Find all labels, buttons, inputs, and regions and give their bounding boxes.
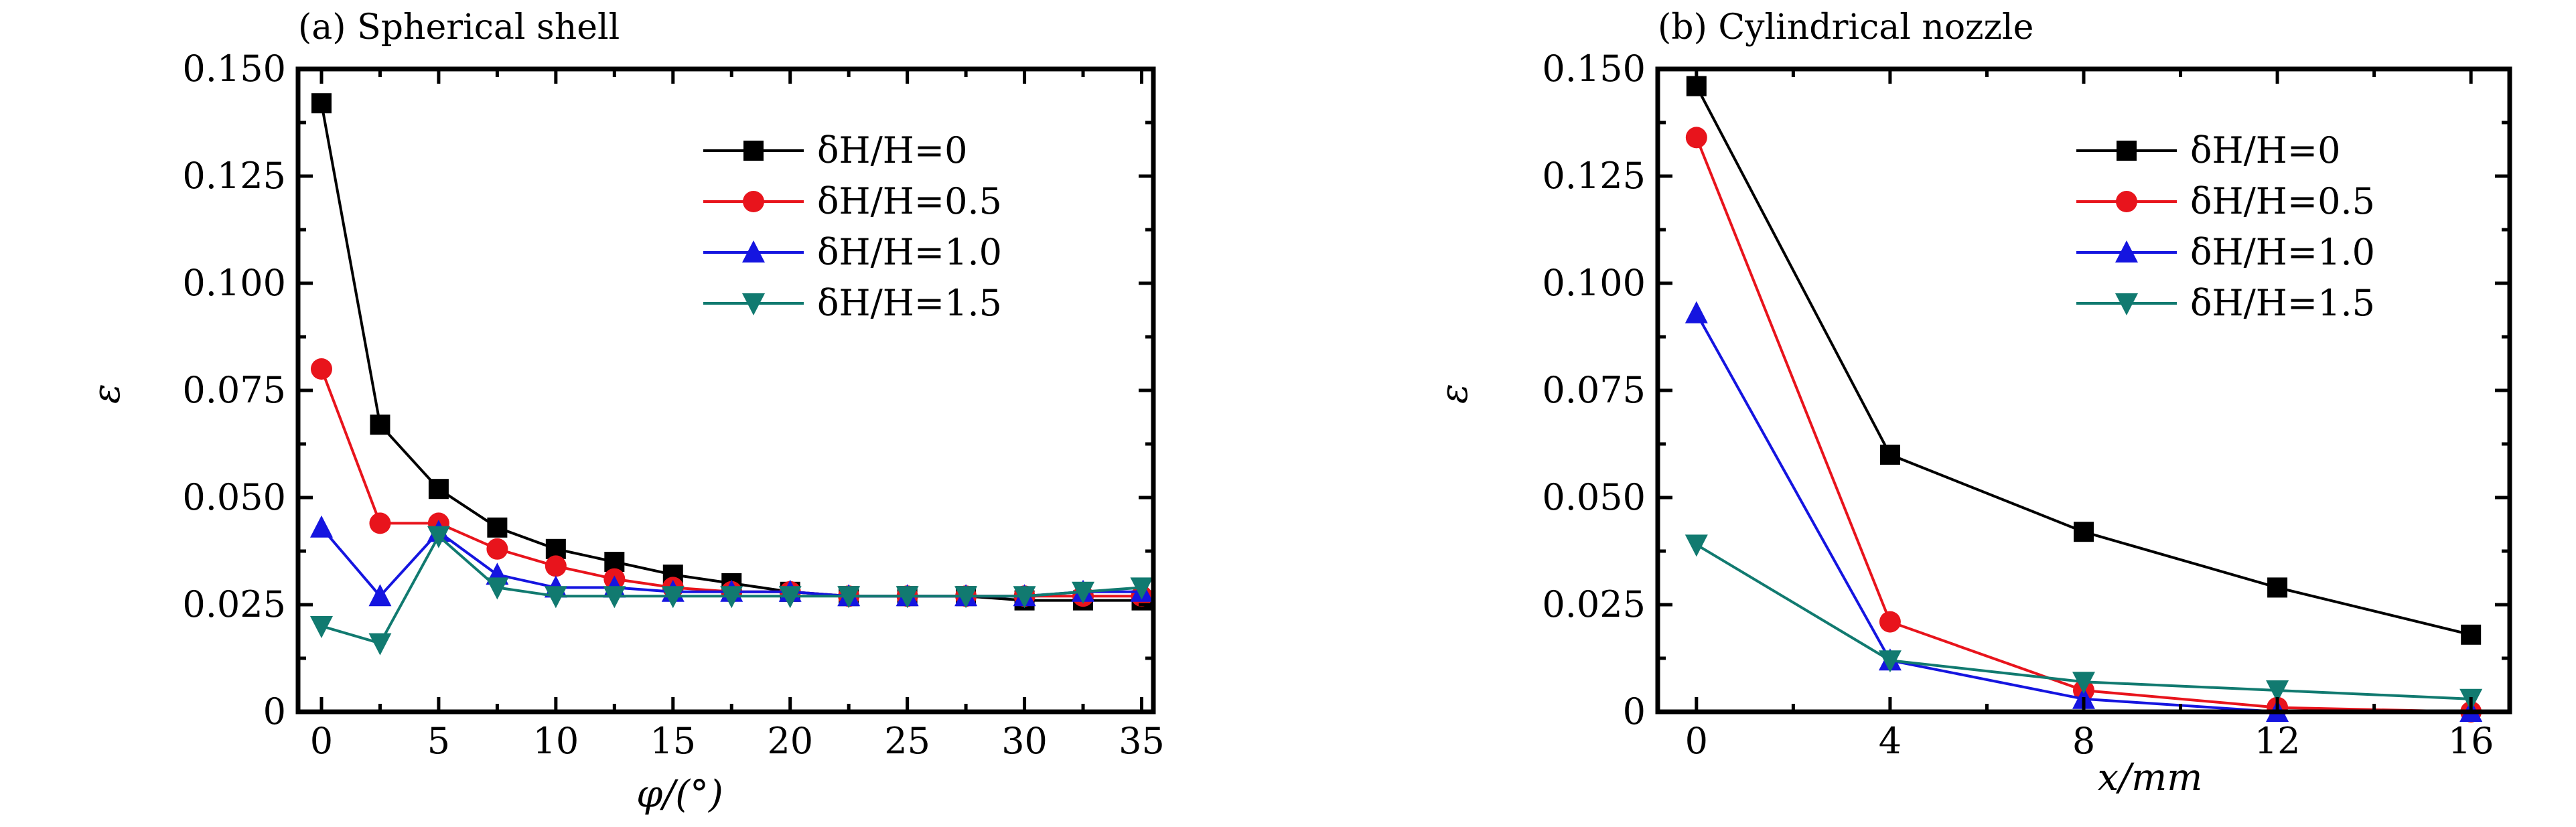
panel-a-series-0-point — [428, 479, 449, 500]
panel-b-series-line-2 — [1695, 312, 2472, 713]
panel-a-xtick-label: 10 — [532, 720, 579, 762]
panel-b-ytick-label: 0.150 — [1542, 48, 1646, 90]
panel-a-series-2-point — [309, 515, 333, 538]
panel-b-title: (b) Cylindrical nozzle — [1658, 7, 2033, 48]
panel-a-series-3-point — [427, 526, 450, 548]
panel-b-legend-marker-1 — [2116, 191, 2137, 212]
panel-b-legend: δH/H=0 δH/H=0.5 δH/H=1.0 δH/H=1.5 — [2076, 129, 2375, 324]
panel-b-ytick-label: 0.025 — [1542, 583, 1646, 625]
panel-a-ytick-label: 0 — [263, 690, 286, 733]
panel-b-cylindrical-nozzle: (b) Cylindrical nozzle ε x/mm 0 4 8 12 16 0 0.… — [1433, 7, 2512, 800]
panel-a-legend-marker-2 — [742, 240, 765, 262]
panel-a-legend-marker-3 — [742, 293, 765, 315]
panel-a-series-3-point — [1013, 586, 1036, 609]
panel-a-series-1-point — [310, 358, 332, 380]
panel-a-legend-label-2: δH/H=1.0 — [817, 231, 1002, 273]
panel-b-legend-marker-3 — [2115, 293, 2138, 315]
panel-b-ytick-label: 0.125 — [1542, 155, 1646, 197]
panel-b-ytick-label: 0.100 — [1542, 262, 1646, 304]
panel-b-series-0-point — [2074, 522, 2094, 542]
panel-a-xtick-label: 30 — [1001, 720, 1048, 762]
panel-b-legend-label-0: δH/H=0 — [2190, 129, 2341, 171]
panel-b-legend-label-3: δH/H=1.5 — [2190, 282, 2375, 324]
panel-a-ytick-label: 0.050 — [182, 476, 286, 518]
panel-a-plot-frame — [295, 66, 1156, 715]
panel-b-xtick-label: 16 — [2448, 720, 2494, 762]
panel-a-ytick-label: 0.100 — [182, 262, 286, 304]
panel-b-series-3-point — [2072, 672, 2095, 694]
panel-a-series-0-point — [487, 517, 508, 538]
panel-b-xtick-label: 12 — [2255, 720, 2301, 762]
panel-a-title: (a) Spherical shell — [298, 7, 620, 48]
panel-a-series-3-point — [544, 586, 567, 609]
panel-a-series-1-point — [486, 538, 508, 560]
panel-a-series-0-point — [311, 93, 332, 114]
panel-b-ytick-label: 0.050 — [1542, 476, 1646, 518]
panel-a-series-3-point — [368, 633, 392, 656]
panel-b-series-0-point — [2461, 624, 2482, 645]
panel-b-series-line-0 — [1695, 85, 2472, 636]
panel-a-series-3-point — [720, 586, 743, 609]
panel-a-xtick-label: 5 — [427, 720, 450, 762]
panel-b-series-3-point — [1878, 650, 1902, 673]
panel-b-xlabel: x/mm — [2098, 756, 2203, 800]
panel-a-ytick-label: 0.150 — [182, 48, 286, 90]
panel-b-legend-marker-0 — [2117, 141, 2137, 161]
panel-b-series-0-point — [1879, 445, 1900, 465]
panel-a-series-2-point — [368, 584, 392, 607]
panel-a-series-3-point — [778, 586, 802, 609]
panel-a-series-3-point — [603, 586, 626, 609]
panel-a-series-1-point — [369, 512, 391, 534]
panel-b-legend-marker-2 — [2115, 240, 2138, 262]
panel-a-legend-label-1: δH/H=0.5 — [817, 180, 1002, 222]
panel-b-series-3-point — [2266, 680, 2289, 702]
panel-b-ylabel: ε — [1433, 384, 1476, 404]
panel-b-series-1-point — [1879, 611, 1901, 633]
panel-b-ytick-label: 0.075 — [1542, 369, 1646, 411]
panel-a-series-3-point — [661, 586, 685, 609]
panel-a-legend-marker-0 — [743, 141, 764, 161]
panel-b-legend-label-1: δH/H=0.5 — [2190, 180, 2375, 222]
panel-a-series-1-point — [545, 555, 567, 577]
panel-a-ytick-label: 0.125 — [182, 155, 286, 197]
panel-b-xtick-label: 4 — [1879, 720, 1902, 762]
panel-a-series-3-point — [309, 616, 333, 638]
panel-b-plot-frame — [1655, 66, 2512, 715]
panel-b-series-0-point — [2267, 577, 2288, 598]
panel-b-series-3-point — [1685, 534, 1708, 557]
panel-a-series-3-point — [1072, 581, 1095, 604]
panel-a-spherical-shell: (a) Spherical shell ε φ/(°) 0 5 10 15 20 25 30… — [85, 7, 1165, 816]
panel-a-legend-marker-1 — [743, 191, 764, 212]
panel-b-xtick-label: 0 — [1685, 720, 1708, 762]
panel-a-series-3-point — [954, 586, 978, 609]
panel-a-xtick-label: 0 — [310, 720, 333, 762]
panel-a-xtick-label: 15 — [650, 720, 696, 762]
panel-a-ytick-label: 0.075 — [182, 369, 286, 411]
panel-b-series-line-1 — [1695, 137, 2472, 713]
panel-a-legend: δH/H=0 δH/H=0.5 δH/H=1.0 δH/H=1.5 — [703, 129, 1002, 324]
panel-b-series-2-point — [1685, 301, 1708, 323]
panel-a-legend-label-0: δH/H=0 — [817, 129, 968, 171]
panel-a-series-3-point — [896, 586, 919, 609]
panel-a-xlabel: φ/(°) — [636, 773, 723, 816]
panel-a-legend-label-3: δH/H=1.5 — [817, 282, 1002, 324]
panel-a-ytick-label: 0.025 — [182, 583, 286, 625]
panel-a-xtick-label: 35 — [1119, 720, 1165, 762]
panel-b-legend-label-2: δH/H=1.0 — [2190, 231, 2375, 273]
panel-a-xtick-label: 20 — [767, 720, 813, 762]
panel-b-series-1-point — [1685, 127, 1707, 149]
panel-a-series-3-point — [1130, 577, 1153, 600]
panel-a-xtick-label: 25 — [884, 720, 930, 762]
panel-b-ytick-label: 0 — [1623, 690, 1646, 733]
panel-a-series-3-point — [837, 586, 861, 609]
panel-b-xtick-label: 8 — [2072, 720, 2095, 762]
panel-a-ylabel: ε — [85, 384, 129, 404]
panel-a-series-3-point — [486, 577, 509, 600]
panel-a-series-0-point — [370, 415, 390, 435]
